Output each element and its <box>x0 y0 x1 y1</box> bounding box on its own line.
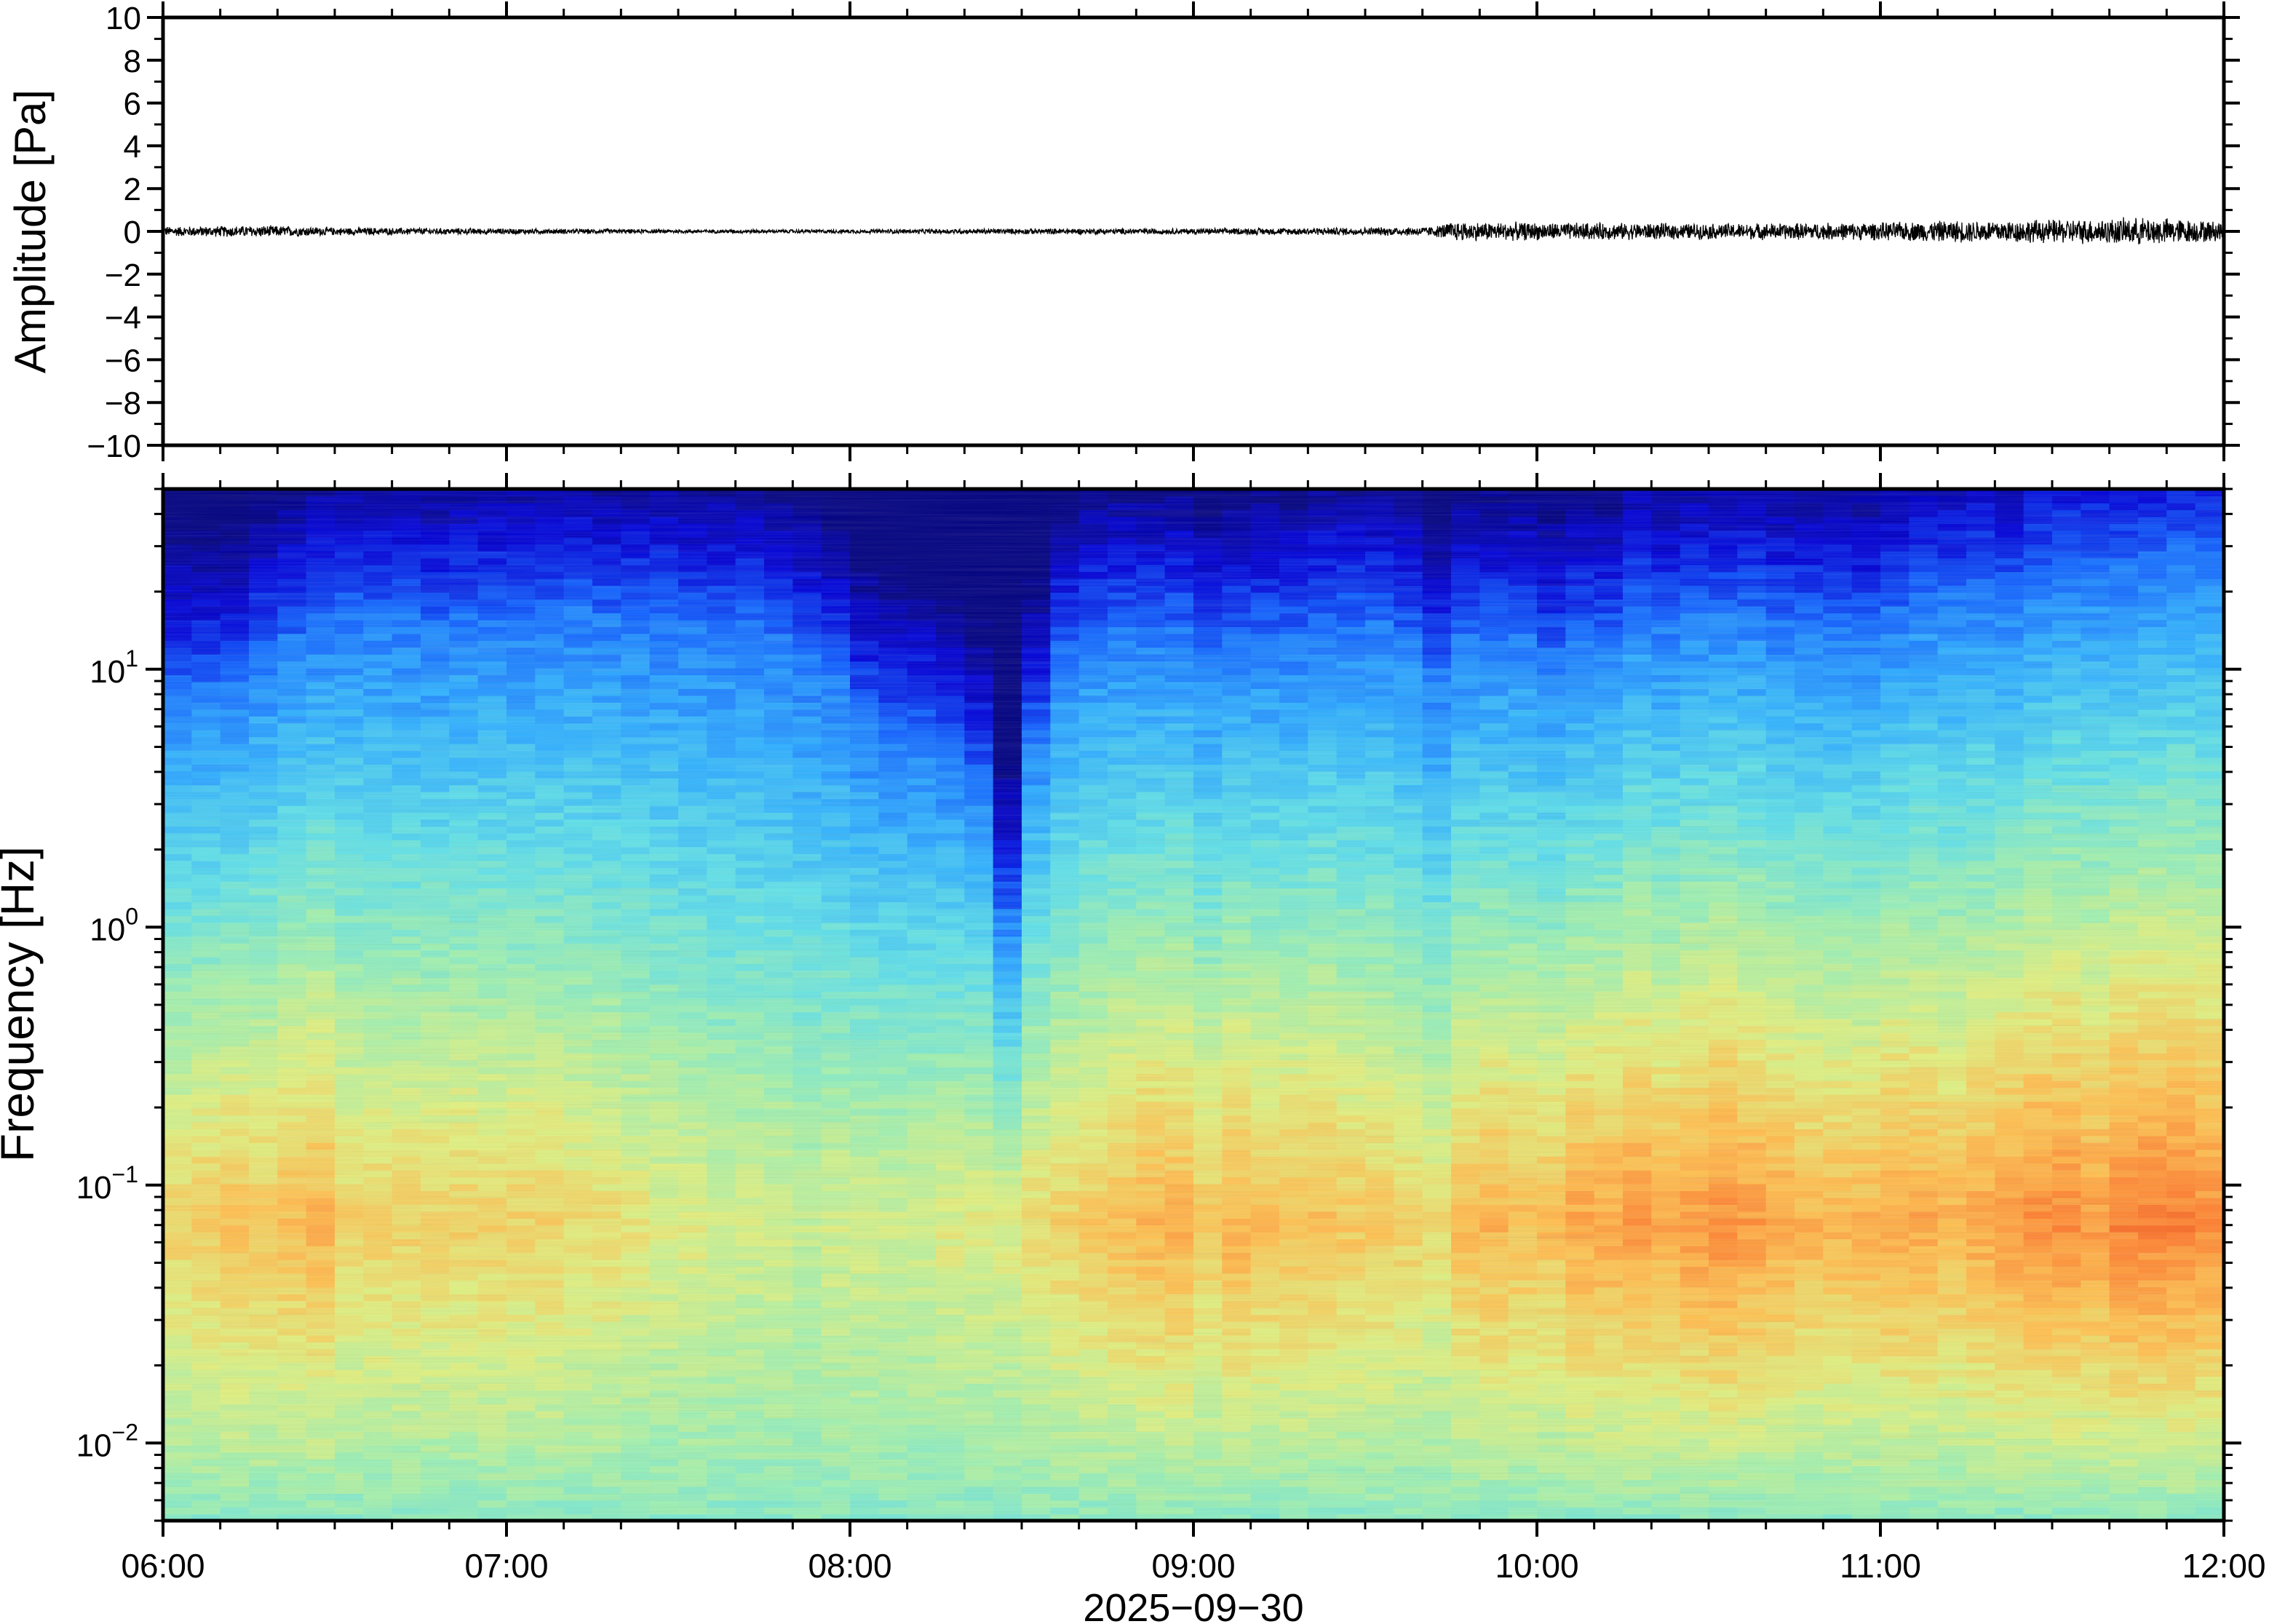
amp-y-tick-label: −8 <box>105 386 141 421</box>
amp-y-tick-label: −10 <box>87 429 141 464</box>
amplitude-y-axis: 10 8 6 4 2 0 −2 −4 −6 −8 −10 <box>87 1 2240 464</box>
amp-y-tick-label: 8 <box>124 44 141 79</box>
amp-y-tick-label: 2 <box>124 172 141 207</box>
amp-y-tick-label: −6 <box>105 343 141 378</box>
amplitude-panel: 10 8 6 4 2 0 −2 −4 −6 −8 −10 Amplitude [Pa] <box>6 1 2240 489</box>
amp-y-tick-label: 4 <box>124 129 141 164</box>
amp-y-tick-label: 0 <box>124 215 141 250</box>
amplitude-x-ticks <box>162 1 2225 489</box>
amp-y-tick-label: −4 <box>105 300 141 336</box>
amplitude-axis-label: Amplitude [Pa] <box>6 89 55 373</box>
amp-y-tick-label: −2 <box>105 258 141 293</box>
amp-y-tick-label: 6 <box>124 87 141 122</box>
amplitude-trace-line <box>163 217 2224 244</box>
amp-y-tick-label: 10 <box>106 1 141 36</box>
amplitude-trace <box>163 217 2224 244</box>
